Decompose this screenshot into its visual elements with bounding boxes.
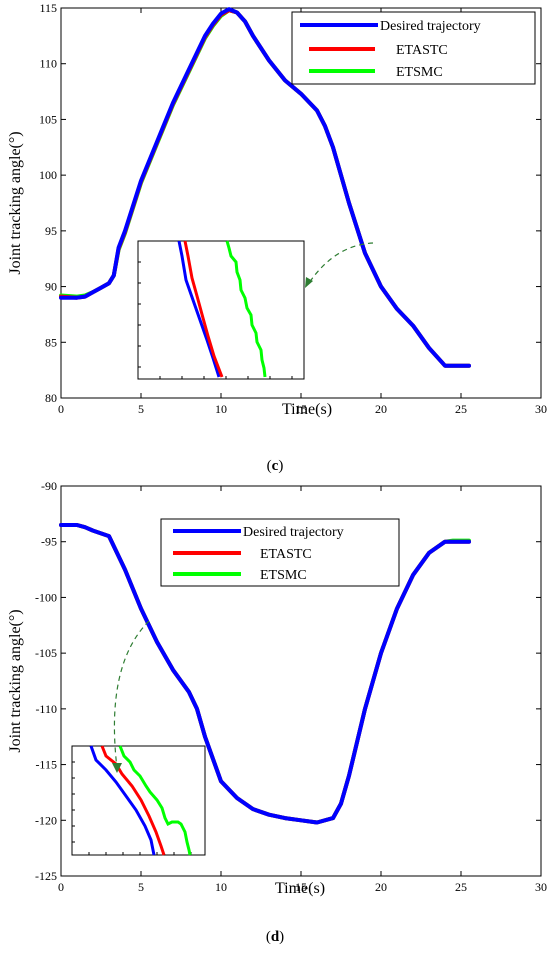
y-axis-label-c: Joint tracking angle(°) xyxy=(7,131,24,274)
zoom-arrowhead-d xyxy=(112,763,122,773)
series-line-desired-trajectory-d xyxy=(59,523,471,825)
inset-line-etsmc-c xyxy=(225,240,267,378)
series-lines-c xyxy=(59,7,471,368)
series-lines-d xyxy=(59,523,471,825)
zoom-arrowhead-c xyxy=(305,277,313,288)
y-tick-label-d: -90 xyxy=(41,479,57,493)
inset-line-etastc-d xyxy=(100,745,166,856)
y-tick-label-c: 80 xyxy=(45,391,57,405)
y-tick-label-c: 115 xyxy=(39,1,57,15)
inset-line-desired-c xyxy=(177,240,221,378)
inset-ticks-d xyxy=(72,761,192,855)
y-tick-label-c: 95 xyxy=(45,224,57,238)
chart-panel-c: 80 85 90 95 100 105 110 115 0 5 10 15 20 25 30 Joint … xyxy=(7,1,547,474)
y-tick-label-c: 100 xyxy=(39,168,57,182)
x-tick-label-c: 20 xyxy=(375,402,387,416)
legend-label-etastc-d: ETASTC xyxy=(260,547,312,562)
x-tick-label-c: 30 xyxy=(535,402,547,416)
x-axis-d: 0 5 10 15 20 25 30 xyxy=(58,486,547,894)
y-tick-label-d: -105 xyxy=(35,646,57,660)
panel-label-c: (c) xyxy=(267,458,284,474)
legend-c: Desired trajectory ETASTC ETSMC xyxy=(291,11,536,85)
y-axis-d: -90 -95 -100 -105 -110 -115 -120 -125 xyxy=(35,479,541,883)
inset-line-desired-d xyxy=(89,745,156,856)
zoom-arrow-c xyxy=(308,242,374,284)
y-tick-label-d: -95 xyxy=(41,535,57,549)
legend-label-desired-d: Desired trajectory xyxy=(243,525,344,540)
x-tick-label-d: 10 xyxy=(215,880,227,894)
legend-label-etastc-c: ETASTC xyxy=(396,43,448,58)
panel-label-d: (d) xyxy=(266,929,284,945)
x-tick-label-d: 25 xyxy=(455,880,467,894)
x-tick-label-d: 5 xyxy=(138,880,144,894)
x-tick-label-d: 30 xyxy=(535,880,547,894)
zoom-inset-d xyxy=(71,620,206,856)
x-tick-label-c: 0 xyxy=(58,402,64,416)
x-tick-label-c: 5 xyxy=(138,402,144,416)
legend-d: Desired trajectory ETASTC ETSMC xyxy=(160,518,400,587)
inset-box-d xyxy=(71,745,206,856)
inset-line-etastc-c xyxy=(183,240,224,378)
y-tick-label-c: 85 xyxy=(45,335,57,349)
zoom-inset-c xyxy=(137,240,374,380)
y-tick-label-d: -125 xyxy=(35,869,57,883)
x-axis-label-d: Time(s) xyxy=(275,880,325,897)
y-tick-label-c: 110 xyxy=(39,57,57,71)
y-axis-label-d: Joint tracking angle(°) xyxy=(7,609,24,752)
y-tick-label-d: -100 xyxy=(35,590,57,604)
inset-line-etsmc-d xyxy=(118,745,192,856)
inset-box-c xyxy=(137,240,305,380)
x-tick-label-d: 15 xyxy=(295,880,307,894)
y-tick-label-c: 105 xyxy=(39,112,57,126)
legend-label-etsmc-d: ETSMC xyxy=(260,568,307,583)
chart-panel-d: -90 -95 -100 -105 -110 -115 -120 -125 0 5 10 15 20 2… xyxy=(7,479,547,945)
x-tick-label-d: 20 xyxy=(375,880,387,894)
inset-ticks-c xyxy=(138,261,293,379)
x-tick-label-c: 10 xyxy=(215,402,227,416)
y-tick-label-d: -115 xyxy=(35,758,57,772)
y-tick-label-d: -120 xyxy=(35,813,57,827)
x-tick-label-c: 25 xyxy=(455,402,467,416)
legend-label-etsmc-c: ETSMC xyxy=(396,65,443,80)
x-tick-label-d: 0 xyxy=(58,880,64,894)
y-tick-label-d: -110 xyxy=(35,702,57,716)
x-axis-label-c: Time(s) xyxy=(282,401,332,418)
zoom-arrow-d xyxy=(113,620,150,769)
y-axis-c: 80 85 90 95 100 105 110 115 xyxy=(39,1,541,405)
y-tick-label-c: 90 xyxy=(45,280,57,294)
legend-label-desired-c: Desired trajectory xyxy=(380,19,481,34)
x-axis-c: 0 5 10 15 20 25 30 xyxy=(58,8,547,416)
x-tick-label-c: 15 xyxy=(295,402,307,416)
series-line-desired-trajectory-c xyxy=(59,7,471,368)
